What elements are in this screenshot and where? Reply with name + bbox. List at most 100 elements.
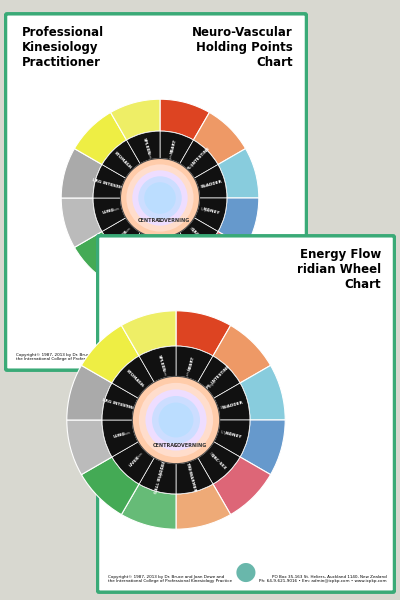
Wedge shape [139,458,176,494]
Text: CENTRAL: CENTRAL [152,443,178,448]
Text: 9-11am: 9-11am [144,147,152,160]
Text: GALL BLADDER: GALL BLADDER [154,460,167,494]
Wedge shape [112,356,154,398]
Wedge shape [214,420,250,457]
Text: 7-9pm: 7-9pm [188,226,198,236]
Wedge shape [218,149,259,198]
Circle shape [158,403,194,437]
Text: Copyright© 1987, 2013 by Dr. Bruce and Joan Dewe and
the International College o: Copyright© 1987, 2013 by Dr. Bruce and J… [16,353,140,361]
Wedge shape [194,112,246,164]
Text: 1-3pm: 1-3pm [188,160,198,170]
Text: 7-9pm: 7-9pm [207,451,217,461]
Text: HEART: HEART [187,355,195,371]
Wedge shape [82,457,139,515]
Text: CIRC-SEX: CIRC-SEX [209,452,226,470]
Text: PO Box 35-163 St. Heliers, Auckland 1140, New Zealand
Ph: 64-9-621-9016 • Em: ad: PO Box 35-163 St. Heliers, Auckland 1140… [259,575,387,583]
Text: HEART: HEART [170,139,178,154]
Wedge shape [194,164,227,198]
Wedge shape [213,325,270,383]
Wedge shape [139,346,176,382]
Text: 9-11am: 9-11am [159,364,166,377]
Text: 5-7am: 5-7am [110,183,120,189]
Text: BLADDER: BLADDER [200,179,222,189]
Text: 1-3pm: 1-3pm [207,379,217,389]
Wedge shape [160,232,194,265]
Wedge shape [93,164,126,198]
Wedge shape [218,198,259,247]
Text: SM. INTESTINE: SM. INTESTINE [184,147,211,174]
Text: SPLEEN: SPLEEN [156,354,165,372]
Text: LIVER: LIVER [116,229,128,242]
Text: 9-11pm: 9-11pm [186,463,193,476]
Text: STOMACH: STOMACH [113,151,132,170]
Text: LRG INTESTINE: LRG INTESTINE [102,398,136,411]
Text: 7-9am: 7-9am [135,379,145,389]
Wedge shape [126,131,160,164]
Text: 3-5am: 3-5am [121,430,132,436]
Text: 7-9am: 7-9am [122,160,132,170]
Wedge shape [194,232,246,284]
Text: LUNG: LUNG [102,208,115,215]
Wedge shape [214,383,250,420]
Wedge shape [61,149,102,198]
Wedge shape [102,383,138,420]
Text: CENTRAL: CENTRAL [138,218,163,223]
Text: Neuro-Vascular
Holding Points
Chart: Neuro-Vascular Holding Points Chart [192,26,293,70]
Text: 11am-1pm: 11am-1pm [168,145,176,162]
Wedge shape [110,99,160,140]
Text: TRI WARMER: TRI WARMER [186,462,197,491]
Text: GALL BLADDER: GALL BLADDER [140,232,153,267]
Circle shape [144,182,176,214]
Text: 11am-1pm: 11am-1pm [185,362,193,379]
Text: 9-11pm: 9-11pm [168,236,176,249]
Wedge shape [198,356,240,398]
Text: ●: ● [145,338,167,362]
Text: 5-7am: 5-7am [121,404,132,410]
Wedge shape [82,325,139,383]
Text: CIRC-SEX: CIRC-SEX [189,227,206,245]
Wedge shape [160,131,194,164]
Text: 11pm-1am: 11pm-1am [144,234,152,251]
Text: 1-3am: 1-3am [135,451,145,461]
Text: 3-5pm: 3-5pm [200,183,210,189]
Wedge shape [160,99,210,140]
Text: LUNG: LUNG [112,431,126,439]
Wedge shape [67,420,112,475]
Wedge shape [176,346,213,382]
Circle shape [152,396,200,444]
FancyBboxPatch shape [6,14,306,370]
Circle shape [126,164,194,232]
Text: BLADDER: BLADDER [222,400,244,410]
Text: 5-7pm: 5-7pm [220,430,231,436]
Wedge shape [61,198,102,247]
Text: 5-7pm: 5-7pm [200,207,210,213]
Wedge shape [198,442,240,484]
Wedge shape [74,232,126,284]
Wedge shape [74,112,126,164]
Wedge shape [67,365,112,420]
Text: 1-3am: 1-3am [122,226,132,236]
Wedge shape [160,256,210,297]
Text: KIDNEY: KIDNEY [202,208,220,216]
Circle shape [120,158,200,238]
Wedge shape [121,311,176,356]
Text: 3-5pm: 3-5pm [220,404,231,410]
Wedge shape [176,458,213,494]
Text: STOMACH: STOMACH [125,369,144,388]
Wedge shape [176,311,231,356]
Circle shape [139,383,213,457]
Wedge shape [111,256,160,297]
Wedge shape [102,140,140,178]
Wedge shape [194,198,227,232]
Text: PO Box 35-163 St. Heliers, Auckland 1140, New Zealand
Ph: 64-9-621-9016 • Em: ad: PO Box 35-163 St. Heliers, Auckland 1140… [171,353,299,361]
Wedge shape [180,140,218,178]
Text: SM. INTESTINE: SM. INTESTINE [204,365,231,392]
Text: Energy Flow
ridian Wheel
Chart: Energy Flow ridian Wheel Chart [297,248,381,292]
Text: Copyright© 1987, 2013 by Dr. Bruce and Joan Dewe and
the International College o: Copyright© 1987, 2013 by Dr. Bruce and J… [108,575,232,583]
Text: GOVERNING: GOVERNING [156,218,190,223]
Wedge shape [102,420,138,457]
Wedge shape [176,484,231,529]
Wedge shape [122,484,176,529]
Text: TRI WARMER: TRI WARMER [168,235,180,264]
Wedge shape [112,442,154,484]
